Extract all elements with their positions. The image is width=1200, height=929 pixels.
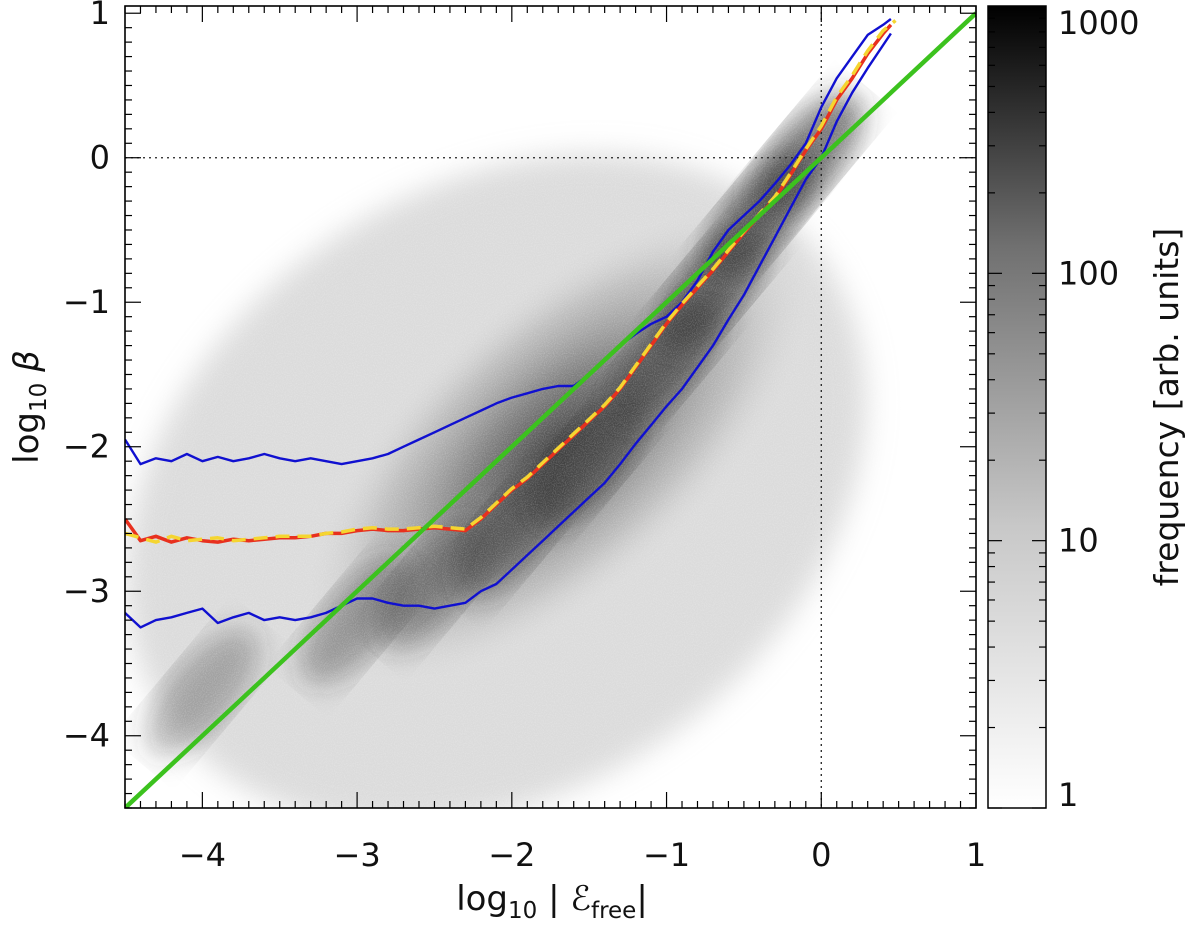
y-axis-label: log10 β <box>7 350 52 464</box>
x-tick-label: −1 <box>643 836 690 874</box>
lower-percentile-line <box>125 32 892 629</box>
mean-dashed-line <box>125 19 897 544</box>
x-tick-label: 1 <box>966 836 986 874</box>
x-tick-label: −4 <box>179 836 226 874</box>
identity-line <box>125 11 976 808</box>
x-tick-label: −3 <box>334 836 381 874</box>
plot-frame <box>124 5 977 809</box>
colorbar-tick-label: 10 <box>1058 522 1099 560</box>
series-layer <box>125 6 976 808</box>
colorbar-label: frequency [arb. units] <box>1147 228 1186 587</box>
y-tick-label: −3 <box>63 572 110 610</box>
colorbar: 1 10 100 1000 <box>987 4 1139 814</box>
colorbar-gradient <box>987 5 1047 809</box>
colorbar-tick-label: 100 <box>1058 254 1119 292</box>
colorbar-tick-label: 1000 <box>1058 4 1139 42</box>
x-tick-label: 0 <box>811 836 831 874</box>
x-axis-label: log10 | ℰfree| <box>456 879 648 924</box>
axes: −4 −3 −2 −1 0 1 −4 −3 −2 −1 0 1 <box>63 0 986 874</box>
y-tick-label: 0 <box>90 139 110 177</box>
colorbar-tick-label: 1 <box>1058 776 1078 814</box>
upper-percentile-line <box>125 18 892 466</box>
y-tick-label: −2 <box>63 428 110 466</box>
y-tick-label: 1 <box>90 0 110 32</box>
y-tick-label: −4 <box>63 717 110 755</box>
y-tick-label: −1 <box>63 283 110 321</box>
x-tick-label: −2 <box>488 836 535 874</box>
